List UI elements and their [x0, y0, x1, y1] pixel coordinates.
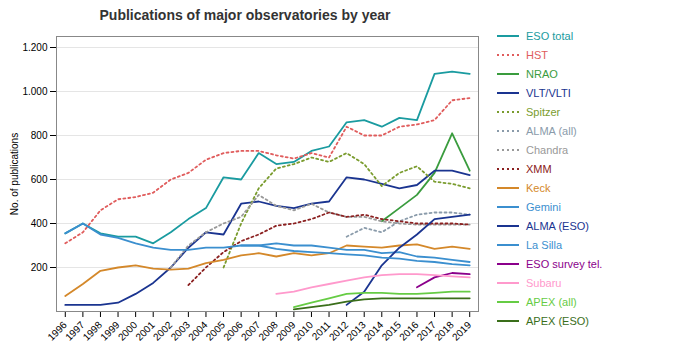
svg-text:2015: 2015: [380, 319, 404, 343]
html-text:Publications of major observat: Publications of major observatories by y…: [99, 7, 391, 23]
html-text:ESO total: ESO total: [526, 30, 574, 42]
svg-text:200: 200: [31, 262, 48, 273]
html-text:VLT/VLTI: VLT/VLTI: [526, 87, 571, 99]
svg-text:1997: 1997: [63, 319, 87, 343]
html-text:La Silla: La Silla: [526, 239, 563, 251]
svg-text:2001: 2001: [133, 319, 157, 343]
svg-text:1.000: 1.000: [22, 86, 47, 97]
svg-text:2012: 2012: [327, 319, 351, 343]
html-text:APEX (ESO): APEX (ESO): [526, 315, 589, 327]
html-text:NRAO: NRAO: [526, 68, 558, 80]
svg-text:2002: 2002: [151, 319, 175, 343]
svg-text:2007: 2007: [239, 319, 263, 343]
html-text:HST: HST: [526, 49, 548, 61]
html-text:Subaru: Subaru: [526, 277, 562, 289]
svg-text:2016: 2016: [397, 319, 421, 343]
html-text:ALMA (ESO): ALMA (ESO): [526, 220, 589, 232]
html-text:Gemini: Gemini: [526, 201, 561, 213]
svg-text:2013: 2013: [344, 319, 368, 343]
svg-text:2019: 2019: [450, 319, 474, 343]
svg-text:800: 800: [31, 130, 48, 141]
svg-text:1.200: 1.200: [22, 42, 47, 53]
html-text:ESO survey tel.: ESO survey tel.: [526, 258, 603, 270]
svg-text:2000: 2000: [116, 319, 140, 343]
svg-text:400: 400: [31, 218, 48, 229]
svg-text:2009: 2009: [274, 319, 298, 343]
html-text:Spitzer: Spitzer: [526, 106, 561, 118]
svg-text:2004: 2004: [186, 319, 210, 343]
svg-text:2008: 2008: [256, 319, 280, 343]
svg-text:600: 600: [31, 174, 48, 185]
svg-text:1999: 1999: [98, 319, 122, 343]
svg-text:2005: 2005: [204, 319, 228, 343]
html-text:XMM: XMM: [526, 163, 552, 175]
html-text:Keck: Keck: [526, 182, 551, 194]
svg-text:2006: 2006: [221, 319, 245, 343]
html-text:Chandra: Chandra: [526, 144, 569, 156]
html-text:APEX (all): APEX (all): [526, 296, 577, 308]
svg-text:2018: 2018: [432, 319, 456, 343]
svg-text:2011: 2011: [309, 319, 333, 343]
svg-text:2010: 2010: [292, 319, 316, 343]
svg-text:2003: 2003: [169, 319, 193, 343]
html-text:ALMA (all): ALMA (all): [526, 125, 577, 137]
svg-text:2014: 2014: [362, 319, 386, 343]
svg-text:1996: 1996: [45, 319, 69, 343]
svg-text:1998: 1998: [81, 319, 105, 343]
svg-text:2017: 2017: [415, 319, 439, 343]
svg-text:No. of publications: No. of publications: [9, 133, 20, 215]
